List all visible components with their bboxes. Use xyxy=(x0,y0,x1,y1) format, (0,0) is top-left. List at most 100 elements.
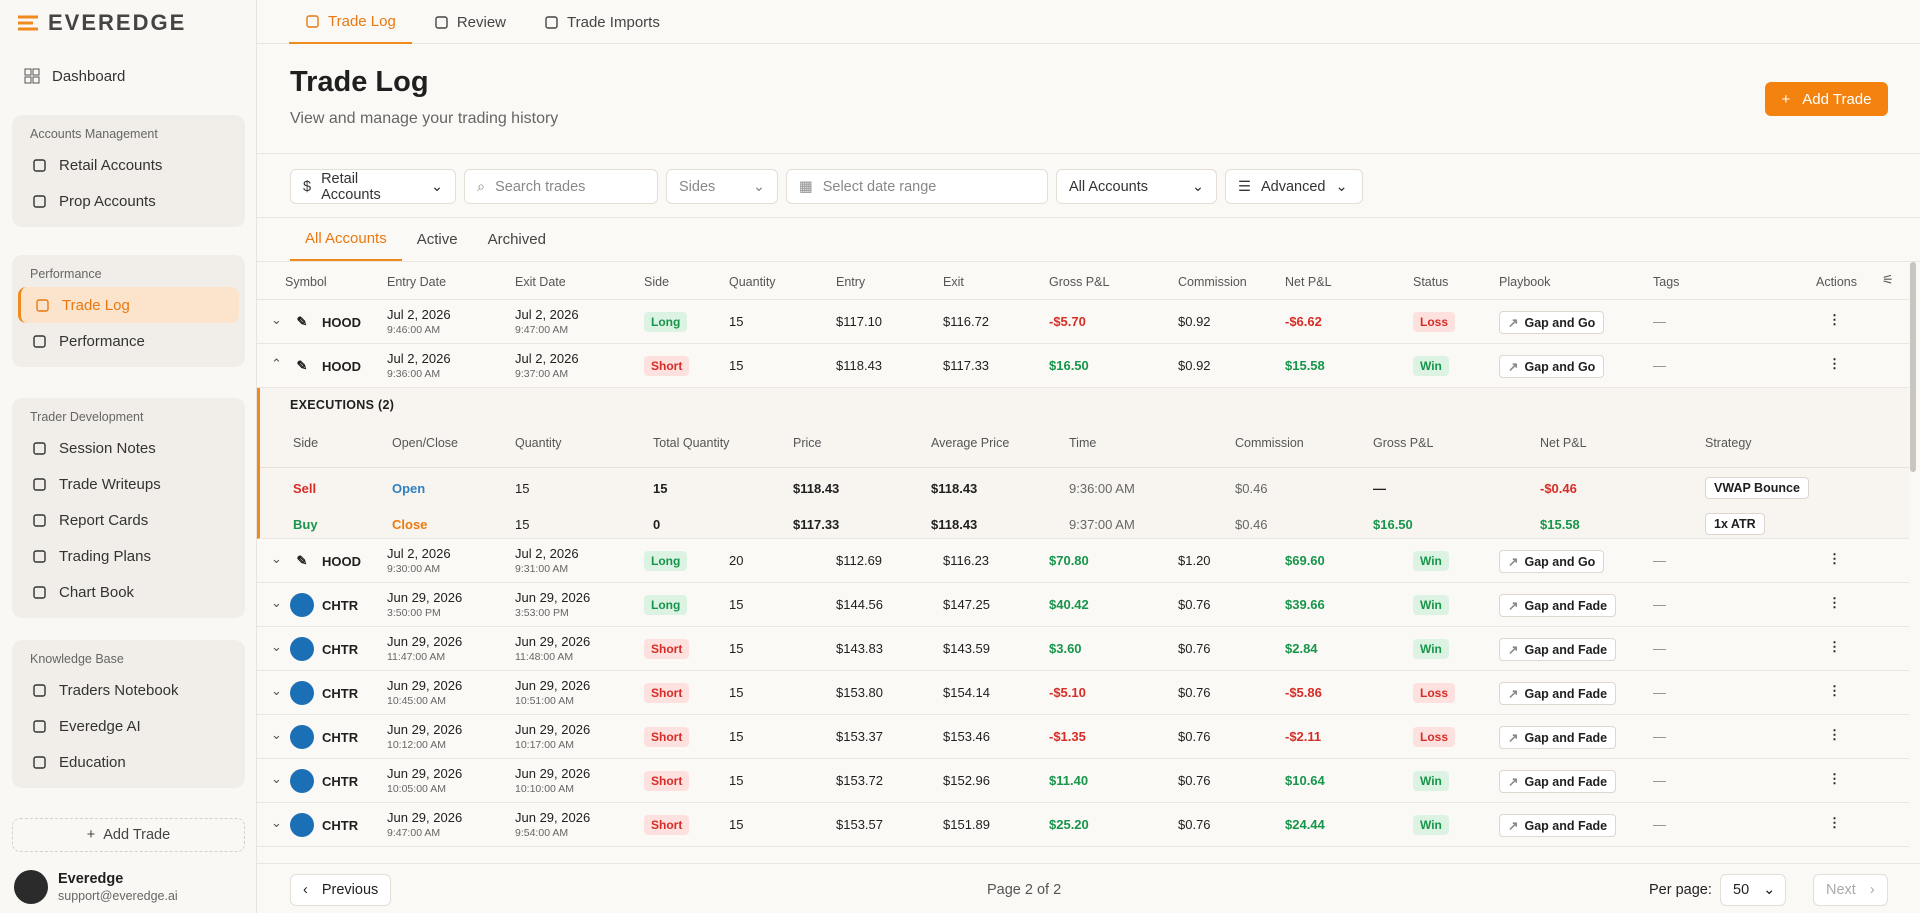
tab[interactable]: Trade Log xyxy=(289,0,412,44)
tab-label: Trade Log xyxy=(328,12,396,30)
nav-group: Performance Trade Log Performance xyxy=(12,255,245,367)
scrollbar[interactable] xyxy=(1910,262,1916,472)
user-menu[interactable]: Everedge support@everedge.ai xyxy=(14,870,178,904)
trade-row[interactable]: ⌄ CHTR Jun 29, 2026 10:05:00 AM Jun 29, 2026… xyxy=(257,759,1909,803)
nav-label: Prop Accounts xyxy=(59,192,156,210)
search-input[interactable]: ⌕ Search trades xyxy=(464,169,658,204)
expand-toggle[interactable]: ⌄ xyxy=(271,639,282,654)
quantity: 15 xyxy=(729,817,744,832)
playbook-icon: ↗ xyxy=(1508,360,1519,374)
date: Jul 2, 2026 xyxy=(515,307,579,322)
logo[interactable]: EVEREDGE xyxy=(16,10,186,36)
icon: › xyxy=(1869,882,1875,898)
expand-toggle[interactable]: ⌃ xyxy=(271,356,282,371)
row-actions[interactable]: ⋮ xyxy=(1828,815,1841,830)
nav-item[interactable]: Education xyxy=(18,744,239,780)
row-actions[interactable]: ⋮ xyxy=(1828,727,1841,742)
previous-button[interactable]: ‹ Previous xyxy=(290,874,392,906)
execution-cell: $117.33 xyxy=(793,517,840,532)
nav-item[interactable]: Report Cards xyxy=(18,502,239,538)
sides-select[interactable]: Sides ⌄ xyxy=(666,169,778,204)
row-actions[interactable]: ⋮ xyxy=(1828,551,1841,566)
trade-row[interactable]: ⌄ ✎ HOOD Jul 2, 2026 9:30:00 AM Jul 2, 2026 9:… xyxy=(257,539,1909,583)
date: Jul 2, 2026 xyxy=(515,351,579,366)
nav-item[interactable]: Performance xyxy=(18,323,239,359)
nav-item[interactable]: Trade Writeups xyxy=(18,466,239,502)
entry: $153.80 xyxy=(836,685,883,700)
trade-row[interactable]: ⌄ ✎ HOOD Jul 2, 2026 9:46:00 AM Jul 2, 2026 9:… xyxy=(257,300,1909,344)
nav-item[interactable]: Retail Accounts xyxy=(18,147,239,183)
execution-cell: $0.46 xyxy=(1235,517,1268,532)
expand-toggle[interactable]: ⌄ xyxy=(271,727,282,742)
trade-row[interactable]: ⌃ ✎ HOOD Jul 2, 2026 9:36:00 AM Jul 2, 2026 9:… xyxy=(257,344,1909,388)
account-type-select[interactable]: $ Retail Accounts ⌄ xyxy=(290,169,456,204)
add-trade-button[interactable]: + Add Trade xyxy=(12,818,245,852)
next-button[interactable]: Next › xyxy=(1813,874,1888,906)
nav-item[interactable]: Trading Plans xyxy=(18,538,239,574)
trade-row[interactable]: ⌄ CHTR Jun 29, 2026 11:47:00 AM Jun 29, 2026… xyxy=(257,627,1909,671)
expand-toggle[interactable]: ⌄ xyxy=(271,312,282,327)
column-header: Symbol xyxy=(285,275,327,289)
nav-item[interactable]: Everedge AI xyxy=(18,708,239,744)
playbook-icon: ↗ xyxy=(1508,731,1519,745)
entry: $153.72 xyxy=(836,773,883,788)
trade-row[interactable]: ⌄ CHTR Jun 29, 2026 10:12:00 AM Jun 29, 2026… xyxy=(257,715,1909,759)
date-range-picker[interactable]: ▦ Select date range xyxy=(786,169,1048,204)
nav-item[interactable]: Trade Log xyxy=(18,287,239,323)
accounts-select[interactable]: All Accounts ⌄ xyxy=(1056,169,1217,204)
tab[interactable]: Review xyxy=(418,0,522,44)
nav-label: Everedge AI xyxy=(59,717,141,735)
per-page-select[interactable]: 50 ⌄ xyxy=(1720,874,1786,906)
nav-item[interactable]: Session Notes xyxy=(18,430,239,466)
playbook-icon: ↗ xyxy=(1508,819,1519,833)
expand-toggle[interactable]: ⌄ xyxy=(271,595,282,610)
sub-tab[interactable]: Active xyxy=(416,231,458,248)
nav-item[interactable]: Dashboard xyxy=(6,58,251,94)
gross-pnl: -$1.35 xyxy=(1049,729,1086,744)
status-badge: Win xyxy=(1413,551,1449,571)
time: 9:30:00 AM xyxy=(387,563,441,575)
add-trade-button[interactable]: + Add Trade xyxy=(1765,82,1888,116)
nav-item[interactable]: Chart Book xyxy=(18,574,239,610)
select-label: Sides xyxy=(679,178,716,195)
symbol-text: HOOD xyxy=(322,358,361,374)
trade-row[interactable]: ⌄ CHTR Jun 29, 2026 9:47:00 AM Jun 29, 2026 9… xyxy=(257,803,1909,847)
expand-toggle[interactable]: ⌄ xyxy=(271,683,282,698)
column-settings[interactable]: ⚟ xyxy=(1882,272,1894,287)
commission: $0.76 xyxy=(1178,773,1211,788)
trade-row[interactable]: ⌄ CHTR Jun 29, 2026 10:45:00 AM Jun 29, 2026… xyxy=(257,671,1909,715)
expand-toggle[interactable]: ⌄ xyxy=(271,771,282,786)
time: 10:05:00 AM xyxy=(387,783,446,795)
execution-cell: VWAP Bounce xyxy=(1705,477,1809,499)
commission: $1.20 xyxy=(1178,553,1211,568)
nav-item[interactable]: Traders Notebook xyxy=(18,672,239,708)
row-actions[interactable]: ⋮ xyxy=(1828,356,1841,371)
row-actions[interactable]: ⋮ xyxy=(1828,312,1841,327)
symbol: ✎ HOOD xyxy=(290,310,361,334)
row-actions[interactable]: ⋮ xyxy=(1828,771,1841,786)
icon xyxy=(33,719,46,733)
nav-label: Traders Notebook xyxy=(59,681,179,699)
filter-bar: $ Retail Accounts ⌄ ⌕ Search trades Sides ⌄ … xyxy=(257,153,1920,218)
advanced-filter[interactable]: ☰ Advanced ⌄ xyxy=(1225,169,1363,204)
trade-row[interactable]: ⌄ CHTR Jun 29, 2026 3:50:00 PM Jun 29, 2026 3… xyxy=(257,583,1909,627)
time: 10:17:00 AM xyxy=(515,739,574,751)
sub-tab[interactable]: All Accounts xyxy=(290,218,402,261)
status-badge: Loss xyxy=(1413,727,1456,747)
expand-toggle[interactable]: ⌄ xyxy=(271,551,282,566)
sub-tab[interactable]: Archived xyxy=(487,231,546,248)
commission: $0.76 xyxy=(1178,729,1211,744)
row-actions[interactable]: ⋮ xyxy=(1828,639,1841,654)
exit: $116.23 xyxy=(943,553,990,568)
quantity: 20 xyxy=(729,553,744,568)
row-actions[interactable]: ⋮ xyxy=(1828,683,1841,698)
execution-cell: Close xyxy=(392,517,428,532)
expand-toggle[interactable]: ⌄ xyxy=(271,815,282,830)
date: Jun 29, 2026 xyxy=(387,810,463,825)
tab[interactable]: Trade Imports xyxy=(528,0,676,44)
row-actions[interactable]: ⋮ xyxy=(1828,595,1841,610)
nav-item[interactable]: Prop Accounts xyxy=(18,183,239,219)
status-badge: Loss xyxy=(1413,683,1456,703)
execution-cell: $118.43 xyxy=(931,481,978,496)
column-header: Playbook xyxy=(1499,275,1551,289)
